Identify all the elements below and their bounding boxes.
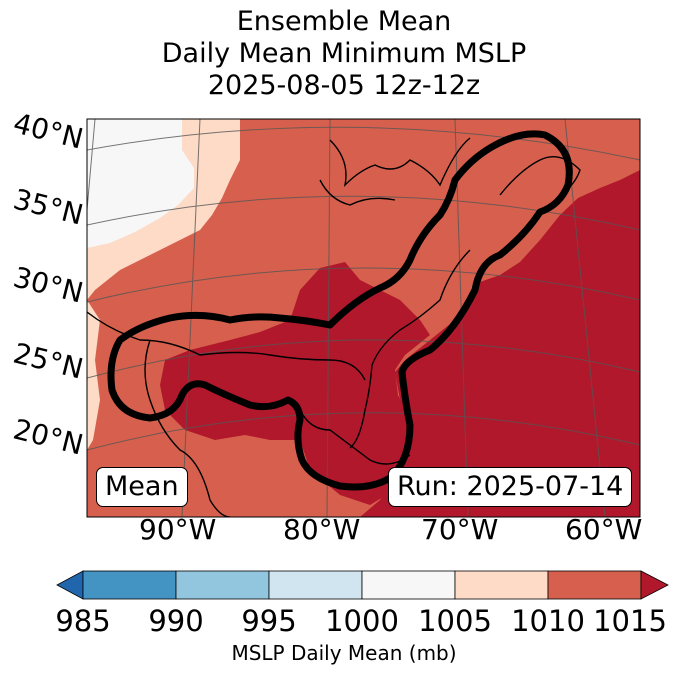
mean-label-box: Mean bbox=[96, 467, 188, 507]
colorbar-bin-990 bbox=[175, 570, 270, 600]
colorbar-label: MSLP Daily Mean (mb) bbox=[231, 641, 457, 665]
colorbar-bin-1010 bbox=[547, 570, 642, 600]
colorbar-bin-985 bbox=[82, 570, 177, 600]
colorbar-extend-high bbox=[640, 570, 669, 600]
mslp-field bbox=[87, 119, 640, 517]
colorbar-tick-1005: 1005 bbox=[418, 604, 492, 638]
title-line-2: Daily Mean Minimum MSLP bbox=[161, 38, 527, 69]
mslp-contour bbox=[107, 130, 573, 491]
colorbar-tick-1000: 1000 bbox=[325, 604, 399, 638]
lon-label-70: 70°W bbox=[421, 513, 499, 546]
colorbar-bin-995 bbox=[268, 570, 363, 600]
title-line-3: 2025-08-05 12z-12z bbox=[207, 70, 481, 101]
colorbar-tick-990: 990 bbox=[148, 604, 204, 638]
colorbar-tick-995: 995 bbox=[241, 604, 297, 638]
colorbar-tick-1015: 1015 bbox=[593, 604, 667, 638]
title-line-1: Ensemble Mean bbox=[236, 6, 452, 37]
colorbar-bin-1005 bbox=[454, 570, 549, 600]
lon-label-80: 80°W bbox=[283, 513, 361, 546]
colorbar-tick-985: 985 bbox=[55, 604, 111, 638]
colorbar bbox=[56, 570, 669, 600]
lon-label-90: 90°W bbox=[139, 513, 217, 546]
lon-label-60: 60°W bbox=[565, 513, 643, 546]
colorbar-extend-low bbox=[56, 570, 84, 600]
map-frame bbox=[86, 118, 641, 518]
colorbar-bin-1000 bbox=[361, 570, 456, 600]
colorbar-tick-1010: 1010 bbox=[511, 604, 585, 638]
run-date-box: Run: 2025-07-14 bbox=[388, 467, 633, 507]
